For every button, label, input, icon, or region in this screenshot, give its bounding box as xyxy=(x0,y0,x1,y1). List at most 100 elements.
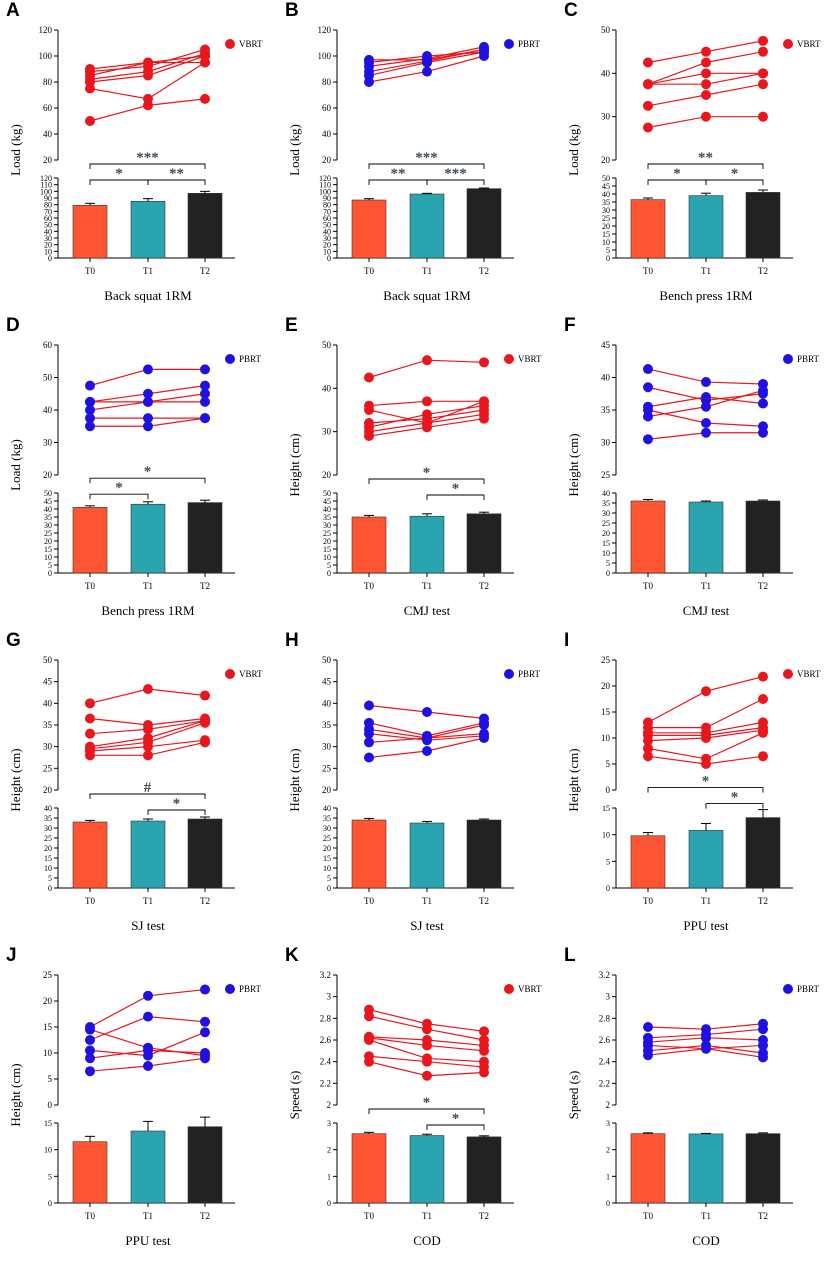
bottom-y-tick-label: 20 xyxy=(323,537,331,546)
top-y-tick-label: 40 xyxy=(601,373,611,383)
x-tick-label: T1 xyxy=(143,266,153,276)
significance-label: * xyxy=(423,465,431,481)
legend-dot xyxy=(225,354,235,364)
bottom-y-tick-label: 0 xyxy=(606,254,610,263)
significance-bracket xyxy=(89,163,206,169)
participant-dot xyxy=(364,54,374,65)
bottom-y-tick-label: 10 xyxy=(44,864,52,873)
top-y-tick-label: 0 xyxy=(48,1100,53,1110)
top-y-tick-label: 2.8 xyxy=(599,1013,611,1023)
participant-dot xyxy=(200,380,210,391)
bottom-y-tick-label: 25 xyxy=(44,529,52,538)
participant-dot xyxy=(643,364,653,375)
participant-dot xyxy=(643,751,653,762)
bottom-y-tick-label: 0 xyxy=(606,1199,610,1208)
x-tick-label: T1 xyxy=(701,266,711,276)
significance-bracket xyxy=(647,163,764,169)
bottom-y-tick-label: 20 xyxy=(44,844,52,853)
participant-dot xyxy=(85,1066,95,1077)
x-tick-label: T2 xyxy=(200,896,210,906)
bottom-y-tick-label: 20 xyxy=(323,844,331,853)
bar-t1 xyxy=(130,1130,166,1204)
participant-dot xyxy=(701,377,711,388)
bottom-y-tick-label: 35 xyxy=(602,499,610,508)
top-y-tick-label: 30 xyxy=(322,742,332,752)
bottom-y-tick-label: 20 xyxy=(602,529,610,538)
significance-bracket xyxy=(647,787,764,793)
participant-dot xyxy=(364,717,374,728)
participant-dot xyxy=(143,1011,153,1022)
participant-dot xyxy=(143,1042,153,1053)
participant-dot xyxy=(479,730,489,741)
x-tick-label: T2 xyxy=(758,266,768,276)
participant-dot xyxy=(643,382,653,393)
panel-k: K 2 2.2 2.4 2.6 2.8 3 3.2 VBRT 0 1 2 3 T0 T1 T2 * * Speed… xyxy=(279,945,558,1260)
participant-dot xyxy=(200,1050,210,1061)
top-y-tick-label: 25 xyxy=(43,970,53,980)
bottom-y-tick-label: 40 xyxy=(44,227,52,236)
bottom-y-tick-label: 100 xyxy=(40,187,52,196)
bottom-y-tick-label: 40 xyxy=(323,505,331,514)
participant-dot xyxy=(758,717,768,728)
top-y-tick-label: 40 xyxy=(322,383,332,393)
bottom-y-tick-label: 50 xyxy=(602,174,610,183)
top-y-tick-label: 50 xyxy=(43,373,53,383)
participant-dot xyxy=(758,35,768,46)
participant-dot xyxy=(422,418,432,428)
top-y-tick-label: 30 xyxy=(322,427,332,437)
participant-dot xyxy=(479,405,489,415)
legend-dot xyxy=(783,984,793,994)
x-tick-label: T1 xyxy=(143,581,153,591)
panel-g: G 20 25 30 35 40 45 50 VBRT 0 5 10 15 20 25 30 35 40 T0 T1… xyxy=(0,630,279,945)
bar-t2 xyxy=(187,502,223,574)
bottom-y-tick-label: 0 xyxy=(327,884,331,893)
bottom-y-tick-label: 35 xyxy=(44,513,52,522)
x-tick-label: T0 xyxy=(643,1211,653,1221)
participant-dot xyxy=(701,57,711,68)
participant-dot xyxy=(422,54,432,65)
participant-dot xyxy=(85,421,95,432)
participant-dot xyxy=(143,93,153,104)
top-y-tick-label: 3.2 xyxy=(599,970,610,980)
significance-label: * xyxy=(731,790,739,806)
legend-dot xyxy=(783,669,793,679)
top-y-tick-label: 45 xyxy=(322,677,332,687)
participant-dot xyxy=(143,733,153,743)
bottom-y-tick-label: 2 xyxy=(327,1146,331,1155)
participant-dot xyxy=(422,355,432,366)
panel-label: D xyxy=(6,315,20,336)
bottom-y-tick-label: 0 xyxy=(327,1199,331,1208)
bottom-y-tick-label: 10 xyxy=(323,553,331,562)
bottom-y-tick-label: 45 xyxy=(323,497,331,506)
significance-bracket xyxy=(705,803,764,809)
panel-j-chart: 0 5 10 15 20 25 PBRT 0 5 10 15 T0 T1 T2 Height (cm) PPU… xyxy=(8,970,261,1248)
panel-label: L xyxy=(564,945,576,966)
participant-dot xyxy=(143,720,153,730)
participant-dot xyxy=(200,388,210,399)
top-y-tick-label: 30 xyxy=(43,438,53,448)
significance-label: * xyxy=(115,480,123,496)
bar-t1 xyxy=(688,501,724,574)
significance-label: * xyxy=(423,1095,431,1111)
panel-j: J 0 5 10 15 20 25 PBRT 0 5 10 15 T0 T1 T2 Height (cm) P… xyxy=(0,945,279,1260)
panel-label: F xyxy=(564,315,576,336)
participant-dot xyxy=(422,1035,432,1045)
top-y-tick-label: 25 xyxy=(601,655,611,665)
panel-label: G xyxy=(6,630,21,651)
bottom-y-tick-label: 50 xyxy=(323,489,331,498)
participant-dot xyxy=(143,388,153,399)
legend-dot xyxy=(504,354,514,364)
x-axis-title: Back squat 1RM xyxy=(104,288,192,303)
legend-label: VBRT xyxy=(239,39,263,49)
participant-dot xyxy=(143,1061,153,1071)
participant-dot xyxy=(200,48,210,59)
bottom-y-tick-label: 35 xyxy=(323,513,331,522)
bottom-y-tick-label: 5 xyxy=(606,857,610,866)
bottom-y-tick-label: 45 xyxy=(602,182,610,191)
significance-bracket xyxy=(705,179,764,185)
significance-bracket xyxy=(426,494,485,500)
top-y-tick-label: 60 xyxy=(43,340,53,350)
bottom-y-tick-label: 15 xyxy=(602,804,610,813)
participant-dot xyxy=(85,116,95,126)
